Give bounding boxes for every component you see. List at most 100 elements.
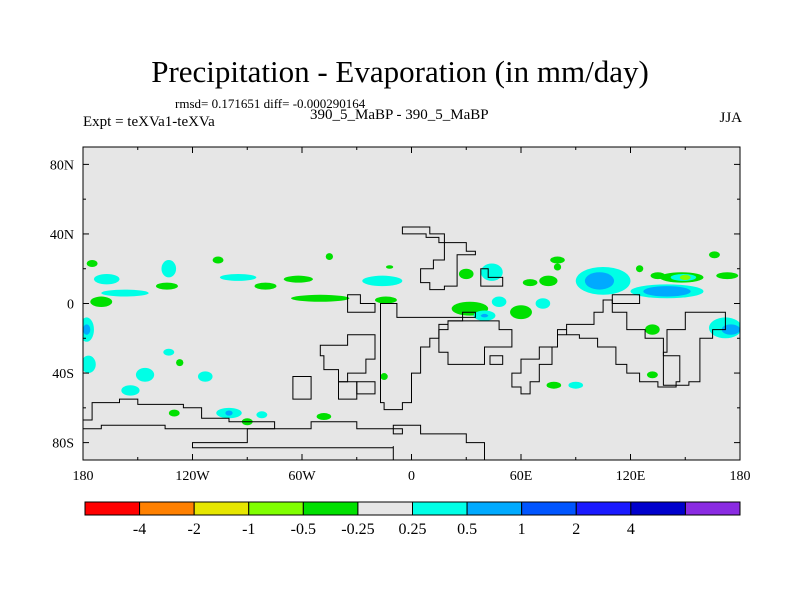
coastline [438, 320, 513, 365]
season-label: JJA [719, 110, 742, 126]
contour-region [643, 286, 691, 297]
colorbar-label: 4 [627, 521, 635, 538]
y-tick-label: 0 [67, 298, 74, 313]
experiment-label: Expt = teXVa1-teXVa [83, 114, 215, 130]
coastline [401, 226, 476, 291]
coastline [480, 268, 504, 287]
contour-region [325, 253, 334, 261]
coastline [511, 299, 681, 395]
colorbar-swatch [84, 501, 141, 516]
contour-region [163, 348, 175, 356]
contour-region [679, 274, 691, 281]
contour-region [86, 260, 98, 267]
contour-region [721, 324, 740, 335]
axis-ticks: 180 120W 60W 0 60E 120E 180 80N 40N 0 40S 80S [50, 147, 751, 484]
contour-region [535, 298, 551, 309]
colorbar-swatch [357, 501, 413, 516]
contour-region [101, 289, 149, 297]
contour-region [121, 385, 140, 396]
contour-region [362, 275, 403, 287]
x-tick-label: 120W [175, 469, 210, 484]
y-tick-label: 80N [50, 158, 74, 173]
colorbar-swatch [139, 501, 195, 516]
map-background [83, 147, 740, 460]
contour-region [212, 256, 224, 264]
contour-region [385, 265, 394, 269]
contour-region [375, 296, 397, 304]
colorbar: -4 -2 -1 -0.5 -0.25 0.25 0.5 1 2 4 [84, 501, 741, 538]
contour-region [480, 263, 503, 281]
colorbar-label: -0.25 [341, 521, 374, 538]
y-tick-label: 40N [50, 228, 74, 243]
contour-region [546, 381, 562, 389]
contour-region [553, 263, 562, 271]
contour-region [458, 268, 474, 280]
coastline [392, 428, 403, 435]
contour-region [176, 359, 184, 367]
colorbar-swatch [248, 501, 304, 516]
colorbar-label: -4 [133, 521, 146, 538]
contour-region [708, 251, 720, 259]
x-tick-label: 0 [408, 469, 415, 484]
stats-line: rmsd= 0.171651 diff= -0.000290164 [175, 96, 366, 111]
colorbar-swatch [412, 501, 468, 516]
x-tick-label: 180 [730, 469, 751, 484]
colorbar-label: -0.5 [291, 521, 316, 538]
contour-region [646, 371, 658, 379]
coastline [611, 294, 641, 304]
colorbar-label: 1 [518, 521, 526, 538]
x-tick-label: 60W [288, 469, 316, 484]
coastline [489, 355, 504, 365]
colorbar-label: -2 [188, 521, 201, 538]
chart-title: Precipitation - Evaporation (in mm/day) [151, 54, 649, 89]
coastline [380, 303, 476, 411]
contour-region [83, 324, 91, 335]
x-tick-label: 60E [510, 469, 533, 484]
contour-region [716, 272, 739, 280]
colorbar-swatch [302, 501, 359, 516]
contour-region [161, 260, 177, 278]
colorbar-label: 2 [572, 521, 580, 538]
coastline [662, 311, 726, 386]
colorbar-label: 0.5 [457, 521, 477, 538]
coastline [83, 398, 276, 430]
contour-region [283, 275, 313, 283]
colorbar-label: -1 [242, 521, 255, 538]
contour-region [254, 282, 277, 290]
contour-region [480, 313, 489, 318]
contour-region [522, 279, 538, 287]
x-tick-label: 120E [616, 469, 646, 484]
contour-region [168, 409, 180, 417]
contour-region [219, 273, 257, 281]
y-tick-label: 80S [52, 437, 74, 452]
contour-region [550, 256, 565, 264]
filled-contours [83, 251, 740, 426]
colorbar-swatch [575, 501, 632, 516]
contour-region [291, 294, 350, 302]
contour-region [90, 296, 113, 307]
contour-region [225, 410, 233, 416]
coastline [347, 294, 376, 313]
contour-region [197, 371, 213, 382]
colorbar-swatch [630, 501, 686, 516]
colorbar-swatch [684, 501, 741, 516]
contour-region [645, 324, 660, 335]
y-tick-label: 40S [52, 367, 74, 382]
contour-region [380, 373, 388, 381]
comparison-label: 390_5_MaBP - 390_5_MaBP [310, 107, 489, 123]
contour-region [135, 367, 155, 382]
coastline [292, 376, 312, 400]
land-outlines [83, 226, 726, 460]
coastline [192, 421, 485, 460]
contour-region [584, 272, 615, 290]
x-tick-label: 180 [73, 469, 94, 484]
contour-region [491, 296, 507, 307]
contour-region [635, 265, 644, 273]
contour-region [256, 411, 268, 419]
contour-region [510, 305, 532, 320]
contour-region [539, 275, 558, 287]
contour-region [156, 282, 178, 290]
contour-region [650, 272, 666, 280]
contour-region [93, 273, 120, 285]
